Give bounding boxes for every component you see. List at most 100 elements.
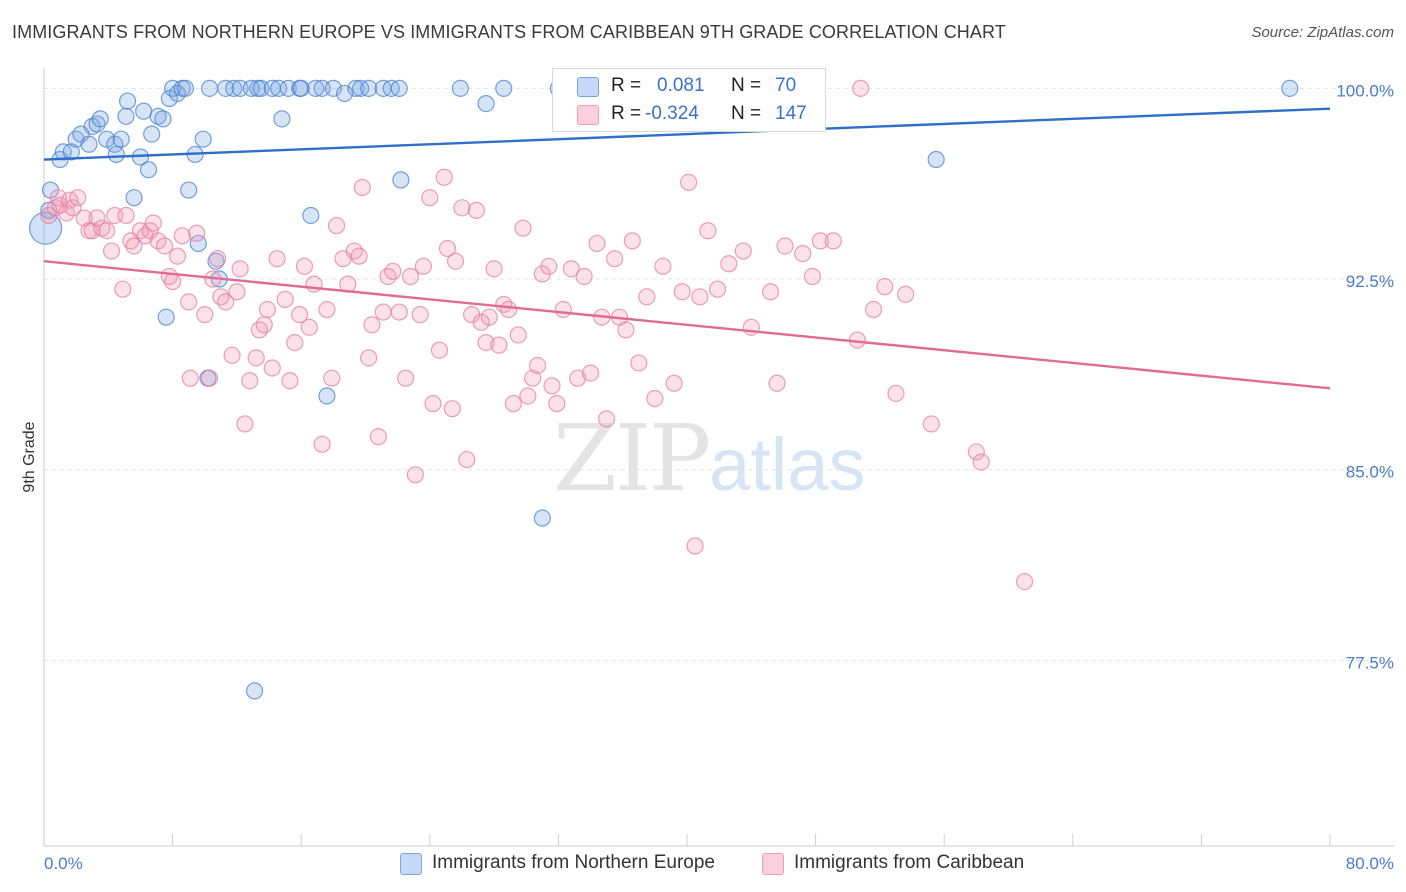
- data-point: [776, 237, 794, 255]
- legend-r-value: -0.324: [645, 103, 699, 124]
- data-point: [207, 252, 225, 270]
- data-point: [524, 369, 542, 387]
- data-point: [268, 250, 286, 268]
- data-point: [379, 267, 397, 286]
- data-point: [350, 247, 368, 265]
- data-point: [519, 387, 537, 405]
- data-point: [236, 415, 254, 433]
- data-point: [686, 537, 704, 555]
- data-point: [485, 260, 503, 278]
- data-point: [443, 400, 461, 418]
- legend-n-label: N =: [731, 103, 762, 124]
- data-point: [231, 260, 249, 278]
- data-point: [548, 395, 566, 413]
- data-point: [392, 171, 410, 189]
- data-point: [245, 682, 264, 700]
- data-point: [225, 79, 243, 97]
- data-point: [477, 333, 495, 352]
- data-point: [1015, 572, 1034, 591]
- legend-row-northern-europe: R = 0.081 N = 70: [553, 73, 825, 101]
- data-point: [390, 79, 408, 97]
- data-point: [188, 224, 206, 242]
- data-point: [922, 415, 940, 433]
- legend-n-value: 70: [775, 75, 797, 96]
- data-point: [295, 257, 314, 275]
- data-point: [540, 257, 558, 275]
- data-point: [360, 349, 378, 367]
- data-point: [88, 209, 106, 227]
- data-point: [80, 135, 98, 153]
- data-point: [164, 272, 182, 291]
- data-point: [411, 306, 429, 324]
- data-point: [927, 150, 945, 169]
- data-point: [91, 110, 109, 128]
- data-point: [345, 242, 363, 260]
- data-point: [136, 227, 154, 245]
- data-point: [118, 92, 137, 110]
- data-point: [384, 262, 402, 280]
- data-point: [680, 173, 698, 192]
- data-point: [181, 369, 199, 387]
- watermark-zip: ZIP: [553, 405, 711, 512]
- data-point: [318, 387, 336, 405]
- data-point: [139, 161, 158, 179]
- data-point: [114, 280, 132, 298]
- data-point: [93, 219, 111, 237]
- y-tick-label: 100.0%: [1336, 81, 1394, 100]
- data-point: [562, 260, 580, 278]
- data-point: [176, 79, 195, 97]
- data-point: [543, 377, 561, 395]
- data-point: [824, 232, 842, 250]
- data-point: [646, 389, 664, 408]
- data-point: [242, 79, 260, 97]
- legend-r-label: R =: [611, 75, 642, 96]
- data-point: [708, 280, 727, 298]
- data-point: [897, 285, 915, 303]
- data-point: [742, 318, 760, 336]
- data-point: [117, 206, 135, 225]
- data-point: [200, 369, 219, 387]
- data-point: [143, 125, 161, 143]
- data-point: [212, 288, 230, 306]
- data-point: [62, 143, 80, 161]
- series-northern-europe: [29, 79, 1299, 700]
- data-point: [217, 293, 235, 311]
- data-point: [504, 395, 522, 413]
- data-point: [638, 288, 656, 306]
- data-point: [250, 321, 269, 339]
- data-point: [168, 247, 187, 265]
- data-point: [852, 79, 870, 97]
- data-point: [117, 107, 135, 125]
- data-point: [112, 130, 130, 148]
- data-point: [768, 374, 786, 392]
- stats-legend: R = 0.081 N = 70 R = -0.324 N = 147: [552, 68, 826, 132]
- data-point: [107, 145, 125, 164]
- y-axis-label: 9th Grade: [21, 421, 38, 492]
- data-point: [327, 217, 346, 235]
- data-point: [290, 306, 309, 324]
- data-point: [180, 293, 198, 311]
- data-point: [435, 168, 453, 186]
- data-point: [803, 267, 821, 286]
- data-point: [569, 369, 587, 387]
- data-point: [864, 300, 883, 319]
- data-point: [451, 79, 469, 97]
- data-point: [363, 316, 381, 334]
- data-point: [533, 509, 551, 527]
- data-point: [446, 252, 465, 270]
- data-point: [241, 372, 259, 390]
- data-point: [390, 303, 408, 321]
- data-point: [438, 239, 457, 258]
- data-point: [157, 308, 175, 326]
- legend-n-value: 147: [775, 103, 807, 124]
- data-point: [255, 316, 273, 334]
- chart-source: Source: ZipAtlas.com: [1251, 24, 1394, 41]
- x-tick-label-min: 0.0%: [44, 854, 83, 873]
- series-caribbean: [40, 79, 1034, 591]
- trend-line-northern-europe: [43, 107, 1331, 161]
- data-point: [495, 295, 513, 314]
- data-point: [144, 214, 162, 232]
- data-point: [606, 250, 624, 268]
- legend-n-label: N =: [731, 75, 762, 96]
- data-point: [665, 374, 683, 392]
